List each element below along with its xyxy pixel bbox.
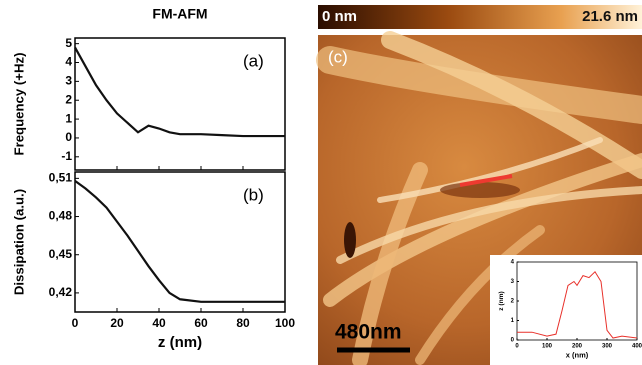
y-tick-label: 1 [65,111,72,125]
y-tick-label: 4 [65,55,72,69]
y-tick-label: 0,48 [49,209,73,223]
x-tick-label: 200 [572,344,583,350]
axes-frame [74,171,286,313]
x-axis-label: z (nm) [158,334,202,351]
panel-label: (c) [328,47,348,66]
y-tick-label: 5 [65,36,72,50]
x-tick-label: 0 [72,316,79,330]
x-tick-label: 40 [152,316,166,330]
chart-title: FM-AFM [152,6,207,22]
x-tick-label: 20 [110,316,124,330]
inset-background [490,255,642,365]
colorbar [318,5,642,29]
panel-label: (b) [243,185,264,204]
afm-image [316,31,642,365]
x-tick-label: 300 [602,344,613,350]
y-tick-label: 0 [65,130,72,144]
x-tick-label: 100 [275,316,295,330]
colorbar-min: 0 nm [322,8,357,25]
y-tick-label: 1 [511,318,515,324]
y-tick-label: 3 [511,279,515,285]
y-tick-label: 0,45 [49,247,73,261]
y-tick-label: 0,51 [49,171,73,185]
y-tick-label: 4 [511,260,515,266]
data-line [74,46,285,138]
colorbar-max: 21.6 nm [582,8,638,25]
data-line [517,270,638,339]
y-axis-label: Frequency (+Hz) [11,53,26,156]
y-tick-label: 3 [65,74,72,88]
panel-label: (a) [243,51,264,70]
y-tick-label: 2 [511,299,515,305]
y-axis-label: z (nm) [498,291,505,310]
y-tick-label: 0 [511,338,515,344]
y-axis-label: Dissipation (a.u.) [11,189,26,295]
x-tick-label: 100 [542,344,553,350]
y-tick-label: 2 [65,92,72,106]
y-tick-label: -1 [61,149,72,163]
axes-frame [74,37,286,171]
y-tick-label: 0,42 [49,285,73,299]
x-tick-label: 0 [515,344,519,350]
x-tick-label: 60 [194,316,208,330]
x-tick-label: 80 [236,316,250,330]
scale-bar-label: 480nm [335,321,402,344]
x-tick-label: 400 [632,344,642,350]
x-axis-label: x (nm) [566,351,589,360]
data-line [74,180,285,303]
